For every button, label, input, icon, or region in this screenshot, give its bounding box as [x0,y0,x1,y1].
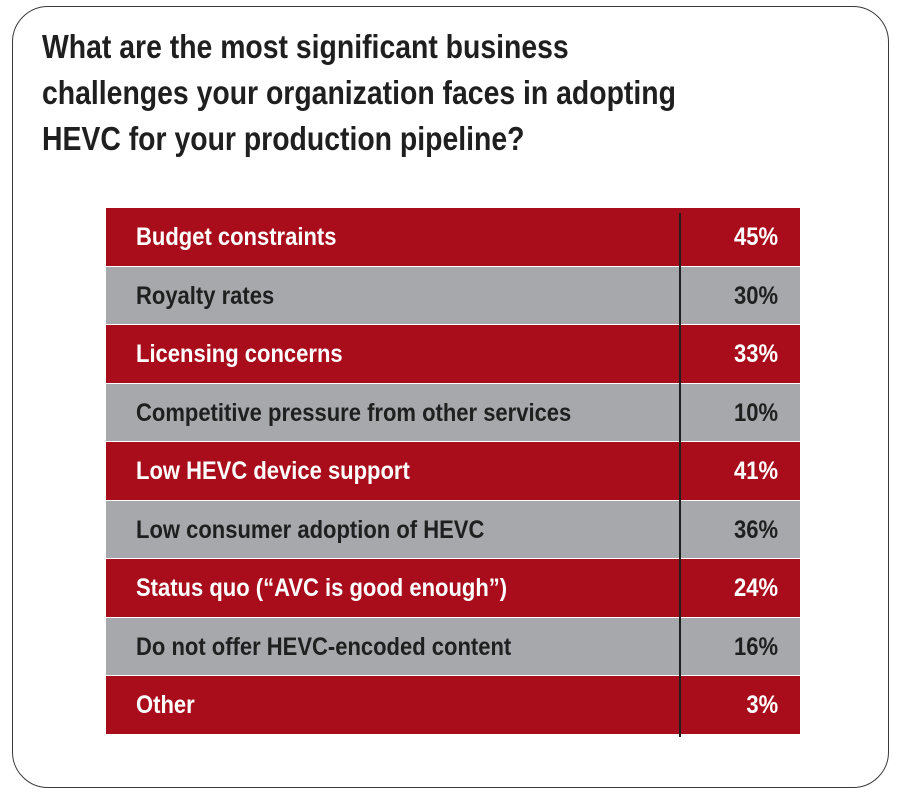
row-label: Competitive pressure from other services [136,398,572,427]
row-label: Licensing concerns [136,340,343,368]
title-line-1: What are the most significant business [42,28,569,65]
row-value: 30% [733,281,778,310]
row-value: 10% [733,398,778,427]
results-table: Budget constraints 45% Royalty rates 30%… [106,208,800,735]
row-value: 3% [746,691,778,719]
row-value: 36% [733,515,778,544]
table-row: Status quo (“AVC is good enough”) 24% [106,559,800,618]
title-line-3: HEVC for your production pipeline? [42,120,525,157]
row-value: 41% [733,457,778,485]
table-row: Do not offer HEVC-encoded content 16% [106,617,800,676]
row-label: Low HEVC device support [136,457,410,485]
chart-title: What are the most significant business c… [42,24,747,162]
table-row: Royalty rates 30% [106,266,800,325]
row-label: Other [136,691,195,719]
row-label: Do not offer HEVC-encoded content [136,632,512,661]
row-value: 45% [733,223,778,251]
title-line-2: challenges your organization faces in ad… [42,74,676,111]
table-row: Licensing concerns 33% [106,325,800,384]
table-row: Other 3% [106,676,800,735]
row-label: Royalty rates [136,281,275,310]
row-label: Low consumer adoption of HEVC [136,515,485,544]
table-row: Low consumer adoption of HEVC 36% [106,500,800,559]
row-value: 33% [733,340,778,368]
row-label: Status quo (“AVC is good enough”) [136,574,508,602]
table-row: Budget constraints 45% [106,208,800,267]
column-divider [679,213,681,737]
row-label: Budget constraints [136,223,337,251]
row-value: 24% [733,574,778,602]
table-row: Competitive pressure from other services… [106,383,800,442]
table-row: Low HEVC device support 41% [106,442,800,501]
row-value: 16% [733,632,778,661]
